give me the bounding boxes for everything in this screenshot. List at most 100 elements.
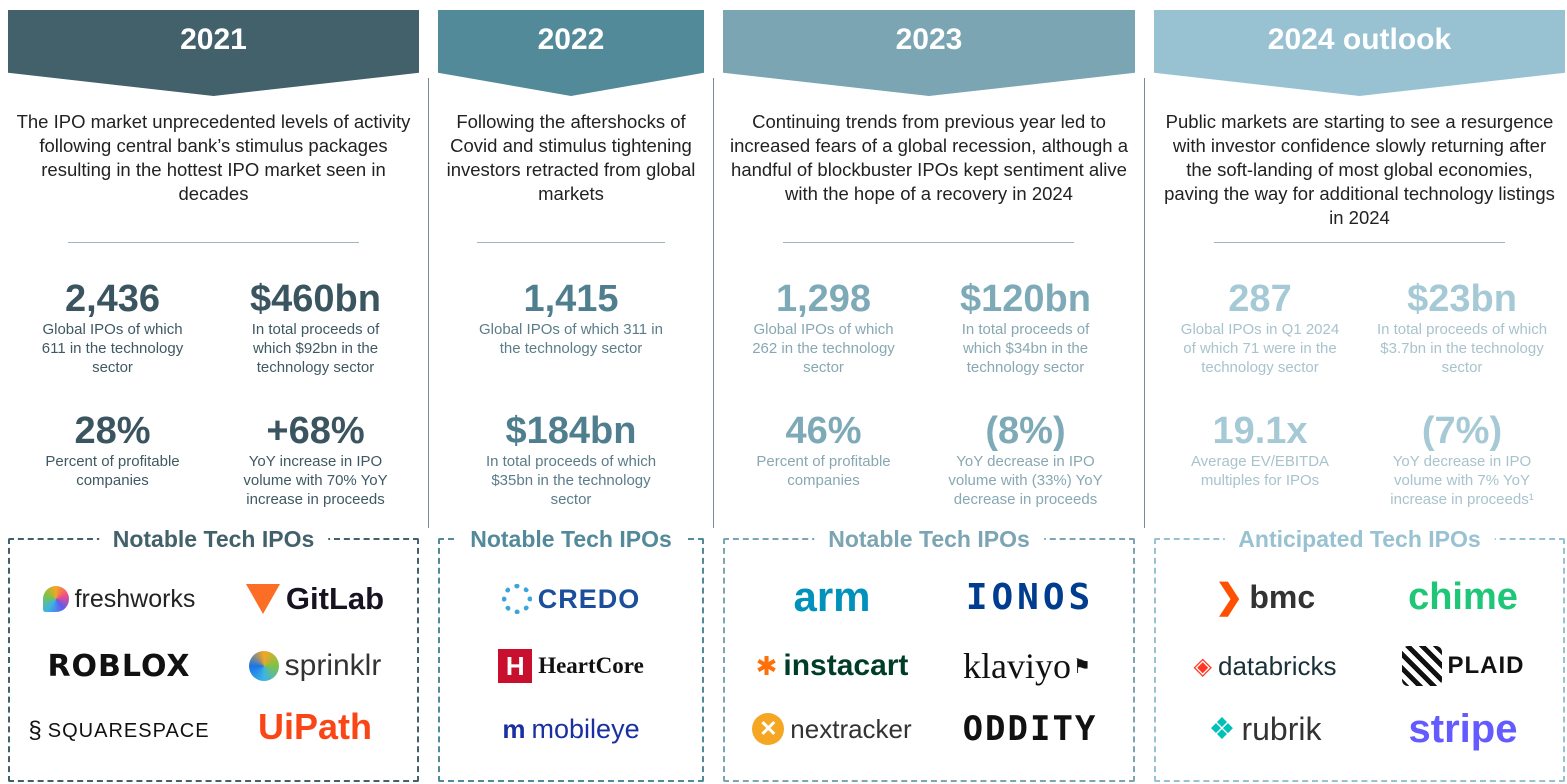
logo-bmc: ❯ bmc (1214, 578, 1316, 616)
logo-mobileye: m mobileye (502, 713, 640, 744)
logo-freshworks: freshworks (24, 574, 214, 624)
stat-value: 1,415 (523, 278, 619, 320)
column-separator (428, 78, 429, 528)
stat-desc: In total proceeds of which $34bn in the … (961, 321, 1090, 376)
header-2021: 2021 (8, 10, 419, 96)
logo-ionos: IONOS (965, 576, 1095, 618)
intro-2024: Public markets are starting to see a res… (1164, 111, 1555, 228)
stat-value: (7%) (1421, 410, 1503, 452)
stat-desc: YoY decrease in IPO volume with 7% YoY i… (1390, 453, 1534, 508)
stat-desc: In total proceeds of which $35bn in the … (485, 453, 657, 508)
stat-desc: Global IPOs of which 262 in the technolo… (752, 321, 895, 376)
stat-desc: YoY increase in IPO volume with 70% YoY … (243, 453, 388, 508)
logo-box-2024: Anticipated Tech IPOs ❯ bmc chime ◈ data… (1154, 526, 1565, 782)
stat-desc: Global IPOs of which 311 in the technolo… (479, 321, 663, 357)
plaid-icon (1401, 646, 1442, 686)
gitlab-icon (245, 584, 280, 614)
bmc-icon: ❯ (1214, 578, 1244, 616)
logo-uipath: UiPath (257, 706, 372, 747)
stat-desc: In total proceeds of which $92bn in the … (251, 321, 380, 376)
column-2021: 2021 The IPO market unprecedented levels… (8, 10, 419, 782)
sprinklr-icon (248, 651, 279, 681)
logo-roblox: ROBLOX (47, 648, 191, 684)
box-title: Notable Tech IPOs (456, 526, 686, 553)
logo-heartcore: H HeartCore (476, 641, 666, 691)
logo-gitlab: GitLab (220, 574, 410, 624)
stat-value: 287 (1228, 278, 1292, 320)
stat-profitable: 28% Percent of profitable companies (30, 410, 195, 490)
stat-proceeds: $23bn In total proceeds of which $3.7bn … (1376, 278, 1548, 377)
logo-klaviyo: klaviyo ⚑ (963, 646, 1091, 686)
stat-value: 2,436 (64, 278, 161, 320)
stat-ipo-count: 287 Global IPOs in Q1 2024 of which 71 w… (1174, 278, 1346, 377)
stat-proceeds: $120bn In total proceeds of which $34bn … (943, 278, 1108, 377)
freshworks-icon (42, 586, 69, 612)
header-2024: 2024 outlook (1154, 10, 1565, 96)
stat-value: $120bn (960, 278, 1091, 320)
stat-yoy: (8%) YoY decrease in IPO volume with (33… (943, 410, 1108, 509)
divider (1214, 242, 1505, 243)
stat-desc: Percent of profitable companies (45, 453, 180, 489)
divider (68, 242, 359, 243)
stat-value: 28% (74, 410, 151, 452)
logo-credo: CREDO (476, 574, 666, 624)
stat-ipo-count: 1,298 Global IPOs of which 262 in the te… (741, 278, 906, 377)
logo-sprinklr: sprinklr (220, 641, 410, 691)
box-title: Notable Tech IPOs (814, 526, 1044, 553)
column-2024-outlook: 2024 outlook Public markets are starting… (1154, 10, 1565, 782)
column-2023: 2023 Continuing trends from previous yea… (723, 10, 1135, 782)
header-2022: 2022 (438, 10, 704, 96)
box-title: Notable Tech IPOs (98, 526, 329, 553)
stat-desc: Global IPOs of which 611 in the technolo… (41, 321, 184, 376)
logo-instacart: ✱ instacart (755, 649, 909, 682)
divider (477, 242, 665, 243)
stat-desc: Percent of profitable companies (756, 453, 891, 489)
mobileye-icon: m (502, 713, 526, 744)
stat-profitable: 46% Percent of profitable companies (741, 410, 906, 490)
logo-databricks: ◈ databricks (1193, 650, 1337, 681)
logo-plaid: PLAID (1368, 641, 1558, 691)
stat-value: +68% (266, 410, 365, 452)
stat-multiples: 19.1x Average EV/EBITDA multiples for IP… (1174, 410, 1346, 490)
stat-desc: Global IPOs in Q1 2024 of which 71 were … (1180, 321, 1340, 376)
logo-box-2021: Notable Tech IPOs freshworks GitLab ROBL… (8, 526, 419, 782)
stat-value: $23bn (1407, 278, 1517, 320)
divider (783, 242, 1074, 243)
intro-2022: Following the aftershocks of Covid and s… (446, 111, 696, 204)
header-2023: 2023 (723, 10, 1135, 96)
logo-box-2022: Notable Tech IPOs CREDO H HeartCore m mo… (438, 526, 704, 782)
intro-2021: The IPO market unprecedented levels of a… (16, 111, 411, 204)
stat-proceeds: $460bn In total proceeds of which $92bn … (233, 278, 398, 377)
stat-value: $460bn (250, 278, 381, 320)
stat-value: $184bn (505, 410, 637, 452)
logo-chime: chime (1408, 575, 1518, 618)
databricks-icon: ◈ (1193, 652, 1212, 680)
credo-icon (501, 584, 532, 614)
stat-proceeds: $184bn In total proceeds of which $35bn … (476, 410, 666, 509)
column-separator (713, 78, 714, 528)
stat-ipo-count: 2,436 Global IPOs of which 611 in the te… (30, 278, 195, 377)
stat-desc: In total proceeds of which $3.7bn in the… (1376, 321, 1548, 376)
intro-2023: Continuing trends from previous year led… (729, 111, 1128, 204)
stat-ipo-count: 1,415 Global IPOs of which 311 in the te… (476, 278, 666, 358)
rubrik-icon: ❖ (1208, 712, 1236, 746)
stat-value: 46% (785, 410, 862, 452)
stat-value: (8%) (985, 410, 1066, 452)
carrot-icon: ✱ (755, 650, 778, 681)
box-title: Anticipated Tech IPOs (1224, 526, 1495, 553)
logo-squarespace: § SQUARESPACE (28, 717, 210, 744)
stat-desc: Average EV/EBITDA multiples for IPOs (1190, 453, 1330, 489)
column-2022: 2022 Following the aftershocks of Covid … (438, 10, 704, 782)
logo-stripe: stripe (1408, 706, 1518, 751)
stat-desc: YoY decrease in IPO volume with (33%) Yo… (948, 453, 1103, 508)
logo-nextracker: ✕ nextracker (737, 704, 927, 754)
heartcore-icon: H (498, 649, 533, 683)
nextracker-icon: ✕ (752, 713, 785, 745)
squarespace-icon: § (28, 717, 42, 744)
flag-icon: ⚑ (1073, 655, 1091, 678)
stat-yoy: +68% YoY increase in IPO volume with 70%… (233, 410, 398, 509)
logo-rubrik: ❖ rubrik (1208, 710, 1322, 747)
column-separator (1144, 78, 1145, 528)
stat-value: 19.1x (1212, 410, 1308, 452)
stat-value: 1,298 (775, 278, 872, 320)
